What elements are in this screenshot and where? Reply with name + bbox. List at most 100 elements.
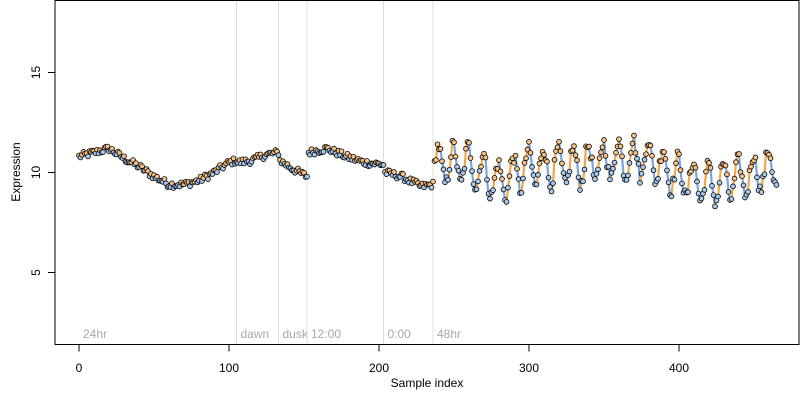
data-point <box>529 164 535 170</box>
data-point <box>500 186 507 193</box>
data-point <box>605 163 612 170</box>
series-segment <box>568 150 573 173</box>
data-point <box>491 175 498 181</box>
data-point <box>487 195 493 202</box>
series-segment <box>709 166 714 187</box>
data-point <box>733 159 739 165</box>
data-point <box>628 150 634 156</box>
data-point <box>521 160 528 166</box>
data-point <box>445 177 451 183</box>
data-point <box>632 150 639 156</box>
data-point <box>478 163 484 170</box>
data-point <box>514 165 520 172</box>
data-point <box>430 178 436 185</box>
data-point <box>599 144 606 151</box>
data-point <box>466 139 472 146</box>
data-point <box>598 149 604 156</box>
data-point <box>650 167 657 174</box>
x-tick-label: 200 <box>369 361 389 375</box>
data-point <box>641 156 648 163</box>
data-point <box>512 152 519 159</box>
data-point <box>214 169 220 175</box>
data-point <box>548 188 555 195</box>
data-point <box>475 178 481 185</box>
data-point <box>470 181 477 187</box>
data-points <box>76 132 780 210</box>
data-point <box>595 166 601 173</box>
data-point <box>757 183 763 190</box>
data-point <box>530 172 537 178</box>
data-point <box>451 139 457 146</box>
data-point <box>725 189 732 195</box>
data-point <box>596 155 603 161</box>
data-point <box>448 154 454 160</box>
y-tick-label: 10 <box>29 166 43 180</box>
x-tick-label: 300 <box>519 361 539 375</box>
data-point <box>634 155 640 162</box>
y-tick-label: 15 <box>29 66 43 80</box>
data-point <box>773 182 780 188</box>
data-point <box>551 156 558 163</box>
data-point <box>715 193 721 200</box>
data-point <box>577 187 583 193</box>
data-point <box>616 136 622 142</box>
data-point <box>676 151 682 157</box>
data-point <box>380 162 387 168</box>
data-point <box>230 155 237 162</box>
data-point <box>205 176 211 182</box>
y-axis-title: Expression <box>9 142 23 201</box>
x-tick-label: 0 <box>76 361 83 375</box>
data-point <box>640 164 646 170</box>
region-label: dusk <box>283 327 309 341</box>
y-tick-label: 5 <box>29 269 43 276</box>
data-point <box>701 187 708 193</box>
data-point <box>554 144 561 151</box>
data-point <box>526 139 532 145</box>
data-point <box>440 166 447 173</box>
series-segment <box>656 159 661 180</box>
data-point <box>671 176 678 183</box>
region-label: 24hr <box>83 327 107 341</box>
data-point <box>331 145 337 152</box>
data-point <box>571 143 577 149</box>
data-point <box>499 176 505 182</box>
data-point <box>662 156 669 162</box>
data-point <box>637 180 643 186</box>
data-point <box>482 154 489 161</box>
data-point <box>563 179 570 186</box>
data-point <box>740 182 747 189</box>
data-point <box>658 158 664 165</box>
data-point <box>649 153 655 159</box>
data-point <box>511 160 517 166</box>
data-point <box>523 155 529 162</box>
data-point <box>535 172 541 178</box>
data-point <box>434 141 441 148</box>
data-point <box>629 140 636 147</box>
data-point <box>617 143 624 150</box>
series-segment <box>746 169 751 194</box>
data-point <box>461 165 468 172</box>
data-point <box>518 190 525 196</box>
data-point <box>433 157 439 163</box>
data-point <box>400 171 406 177</box>
data-point <box>767 155 774 162</box>
region-label: 48hr <box>437 327 461 341</box>
data-point <box>580 178 586 185</box>
data-point <box>544 158 550 165</box>
data-point <box>712 203 718 210</box>
data-point <box>635 161 642 167</box>
data-point <box>428 184 435 191</box>
data-point <box>338 148 345 155</box>
data-point <box>490 187 496 193</box>
data-point <box>275 152 282 158</box>
data-point <box>728 196 735 202</box>
data-point <box>761 171 768 178</box>
data-point <box>559 160 565 167</box>
data-point <box>572 152 579 158</box>
series-segment <box>725 173 730 194</box>
data-point <box>698 195 705 202</box>
data-point <box>121 153 127 160</box>
data-point <box>601 137 607 143</box>
data-point <box>505 184 511 191</box>
